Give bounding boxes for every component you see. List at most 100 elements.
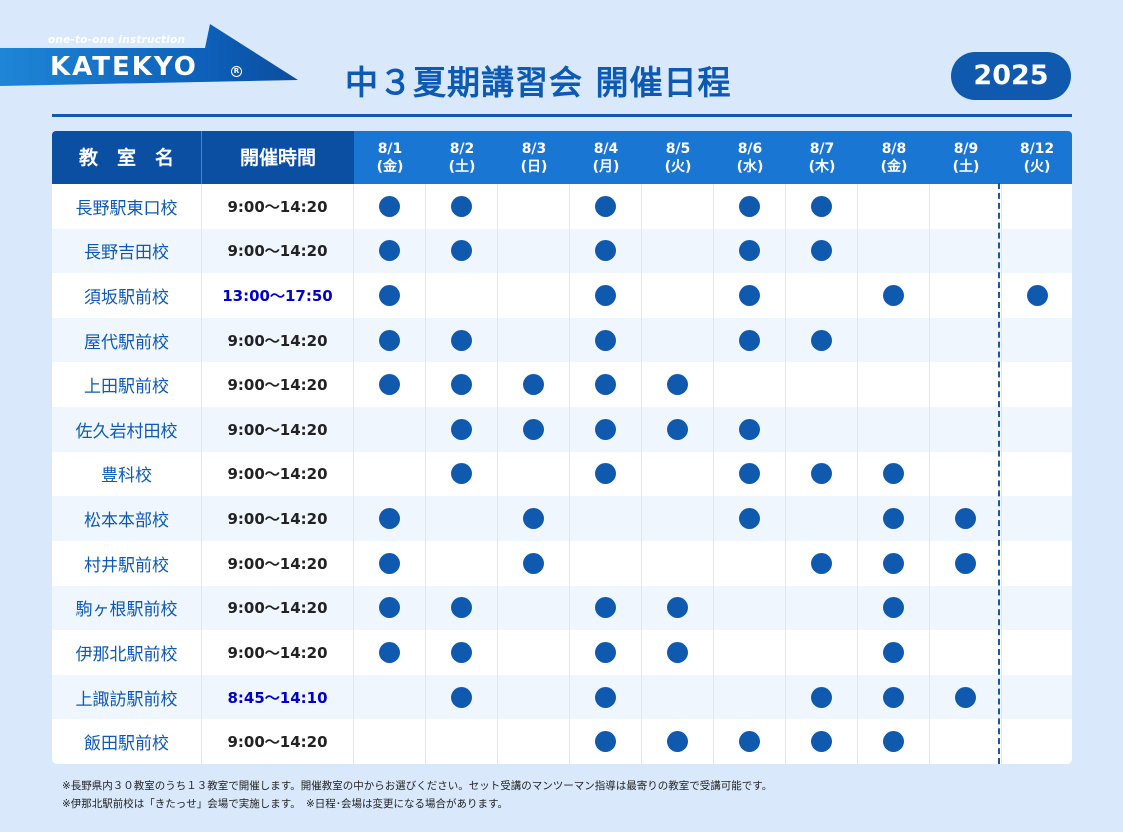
day-cell (1002, 407, 1072, 452)
header-school-label: 教 室 名 (78, 146, 174, 169)
held-dot-icon (451, 329, 472, 351)
held-dot-icon (379, 240, 400, 262)
day-cell (1002, 452, 1072, 497)
held-dot-icon (811, 463, 832, 485)
day-cell (1002, 674, 1072, 720)
day-cell (498, 674, 570, 720)
held-dot-icon (451, 686, 472, 708)
school-name: 長野吉田校 (52, 228, 202, 274)
day-cell (354, 451, 426, 497)
header-date-9: 8/9 (土) (930, 131, 1002, 184)
held-dot-icon (739, 418, 760, 440)
day-cell (714, 674, 786, 720)
session-time: 9:00〜14:20 (202, 407, 354, 452)
day-cell (786, 184, 858, 229)
held-dot-icon (667, 374, 688, 396)
day-cell (570, 585, 642, 631)
session-time: 9:00〜14:20 (202, 540, 354, 586)
header-day-label: (金) (376, 158, 404, 175)
held-dot-icon (595, 641, 616, 663)
held-dot-icon (379, 195, 400, 217)
header-date-6: 8/6 (水) (714, 131, 786, 184)
held-dot-icon (955, 508, 976, 530)
day-cell (426, 407, 498, 452)
day-cell (930, 674, 1002, 720)
held-dot-icon (451, 240, 472, 262)
session-time: 13:00〜17:50 (202, 273, 354, 318)
held-dot-icon (667, 731, 688, 753)
held-dot-icon (883, 686, 904, 708)
day-cell (642, 317, 714, 363)
day-cell (498, 496, 570, 541)
day-cell (426, 273, 498, 318)
header-date-label: 8/4 (593, 140, 619, 157)
day-cell (858, 184, 930, 229)
day-cell (858, 273, 930, 318)
held-dot-icon (451, 374, 472, 396)
held-dot-icon (523, 374, 544, 396)
day-cell (426, 228, 498, 274)
day-cell (642, 719, 714, 764)
day-cell (570, 496, 642, 541)
held-dot-icon (883, 641, 904, 663)
day-cell (786, 362, 858, 408)
held-dot-icon (667, 418, 688, 440)
day-cell (930, 228, 1002, 274)
held-dot-icon (595, 374, 616, 396)
header-date-4: 8/4 (月) (570, 131, 642, 184)
day-cell (642, 273, 714, 318)
held-dot-icon (811, 686, 832, 708)
day-cell (858, 228, 930, 274)
day-cell (858, 630, 930, 675)
session-time: 9:00〜14:20 (202, 451, 354, 497)
day-cell (354, 228, 426, 274)
footnote-2: ※伊那北駅前校は「きたっせ」会場で実施します。 ※日程･会場は変更になる場合があ… (62, 798, 508, 810)
day-cell (498, 630, 570, 675)
school-name: 松本本部校 (52, 496, 202, 541)
held-dot-icon (667, 641, 688, 663)
header-date-2: 8/2 (土) (426, 131, 498, 184)
header-date-label: 8/7 (809, 140, 835, 157)
registered-mark: R (231, 66, 242, 77)
day-cell (714, 362, 786, 408)
day-cell (426, 184, 498, 229)
day-cell (570, 540, 642, 586)
day-cell (642, 496, 714, 541)
logo-tagline: one-to-one instruction (48, 34, 186, 46)
header-date-label: 8/1 (377, 140, 403, 157)
day-cell (714, 273, 786, 318)
date-divider-dashed (998, 183, 1000, 764)
header-day-label: (火) (664, 158, 692, 175)
held-dot-icon (523, 552, 544, 574)
day-cell (858, 496, 930, 541)
day-cell (498, 540, 570, 586)
day-cell (714, 540, 786, 586)
held-dot-icon (739, 463, 760, 485)
day-cell (930, 540, 1002, 586)
day-cell (786, 630, 858, 675)
day-cell (858, 362, 930, 408)
page-title: 中３夏期講習会 開催日程 (345, 63, 732, 102)
day-cell (642, 451, 714, 497)
held-dot-icon (739, 731, 760, 753)
day-cell (930, 273, 1002, 318)
day-cell (426, 496, 498, 541)
day-cell (1002, 496, 1072, 541)
day-cell (498, 228, 570, 274)
day-cell (930, 719, 1002, 764)
day-cell (426, 630, 498, 675)
day-cell (930, 317, 1002, 363)
school-name: 伊那北駅前校 (52, 630, 202, 675)
header-day-label: (土) (952, 158, 980, 175)
held-dot-icon (595, 240, 616, 262)
day-cell (354, 719, 426, 764)
held-dot-icon (883, 552, 904, 574)
day-cell (858, 540, 930, 586)
header-date-label: 8/3 (521, 140, 547, 157)
header-school-name: 教 室 名 (52, 131, 202, 184)
day-cell (642, 674, 714, 720)
day-cell (930, 496, 1002, 541)
session-time: 8:45〜14:10 (202, 674, 354, 720)
day-cell (858, 674, 930, 720)
held-dot-icon (739, 508, 760, 530)
